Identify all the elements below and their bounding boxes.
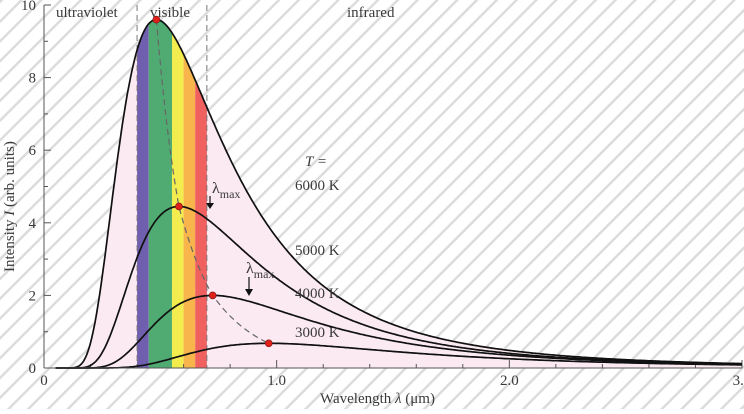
y-tick-label: 4 (29, 216, 37, 232)
peak-marker-6000k (152, 15, 161, 24)
lambda-max-arrowhead-5000k (206, 203, 214, 209)
visible-band-5 (195, 80, 207, 368)
y-tick-label: 2 (29, 288, 37, 304)
series-label-5000k: 5000 K (295, 243, 340, 259)
visible-band-1 (137, 23, 149, 369)
area-under-curve-6000k (55, 19, 743, 368)
peak-locus-line (155, 19, 270, 344)
y-tick-label: 10 (21, 0, 36, 14)
lambda-max-label-4000k: λmax (246, 260, 274, 281)
series-label-3000k: 3000 K (295, 325, 340, 341)
region-label-ultraviolet: ultraviolet (56, 5, 118, 21)
visible-band-2 (148, 19, 172, 368)
region-label-visible: visible (150, 5, 190, 21)
x-tick-label: 2.0 (500, 373, 519, 389)
curve-4000k (55, 294, 742, 369)
series-label-4000k: 4000 K (295, 286, 340, 302)
visible-band-4 (183, 54, 196, 368)
temperature-label: T = (305, 154, 327, 170)
y-tick-label: 6 (29, 143, 37, 159)
y-tick-label: 0 (29, 361, 37, 377)
x-tick-label: 3.0 (733, 373, 744, 389)
lambda-max-label-5000k: λmax (212, 180, 240, 201)
peak-marker-5000k (175, 202, 183, 211)
x-tick-label: 1.0 (267, 373, 286, 389)
y-axis-label: Intensity I (arb. units) (2, 141, 18, 272)
region-label-infrared: infrared (347, 5, 395, 21)
series-label-6000k: 6000 K (295, 178, 340, 194)
peak-marker-4000k (208, 291, 217, 300)
peak-marker-3000k (264, 339, 273, 348)
lambda-max-arrowhead-4000k (245, 289, 253, 296)
y-tick-label: 8 (29, 71, 37, 87)
curve-6000k (55, 18, 742, 369)
x-tick-label: 0 (40, 373, 48, 389)
curve-3000k (55, 342, 742, 369)
x-axis-label: Wavelength λ (μm) (320, 391, 435, 407)
